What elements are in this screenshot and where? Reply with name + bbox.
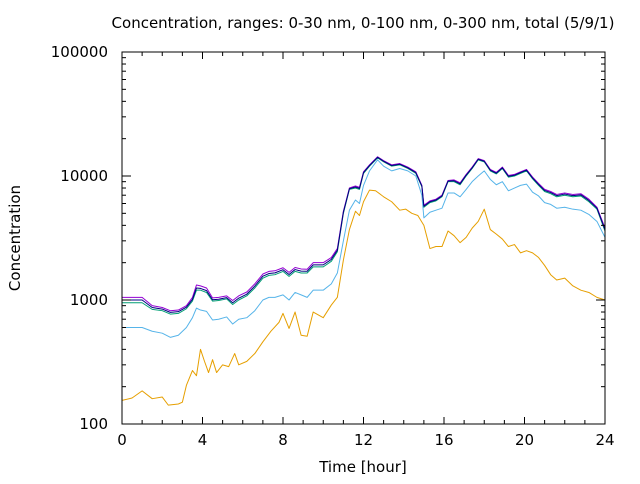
y-axis-title: Concentration xyxy=(6,185,24,291)
series-line-2 xyxy=(122,159,606,338)
series-line-1 xyxy=(121,189,606,406)
y-tick-label: 1000 xyxy=(70,291,108,309)
y-tick-label: 10000 xyxy=(60,167,108,185)
x-tick-label: 16 xyxy=(434,431,453,449)
x-tick-label: 20 xyxy=(515,431,534,449)
chart-title: Concentration, ranges: 0-30 nm, 0-100 nm… xyxy=(112,14,615,32)
x-tick-label: 8 xyxy=(278,431,288,449)
plot-area: 0 4 8 12 16 20 24 100 1000 10000 100000 xyxy=(51,43,615,449)
series-line-5 xyxy=(122,156,606,313)
x-tick-label: 4 xyxy=(198,431,208,449)
y-tick-label: 100000 xyxy=(51,43,108,61)
x-tick-label: 0 xyxy=(117,431,127,449)
x-axis-title: Time [hour] xyxy=(318,458,407,476)
x-tick-label: 12 xyxy=(354,431,373,449)
series-line-4 xyxy=(122,156,606,312)
plot-frame xyxy=(121,51,606,425)
y-tick-label: 100 xyxy=(79,415,108,433)
series-layer xyxy=(121,156,606,406)
x-tick-label: 24 xyxy=(595,431,614,449)
ticks-layer: 0 4 8 12 16 20 24 100 1000 10000 100000 xyxy=(51,43,615,449)
